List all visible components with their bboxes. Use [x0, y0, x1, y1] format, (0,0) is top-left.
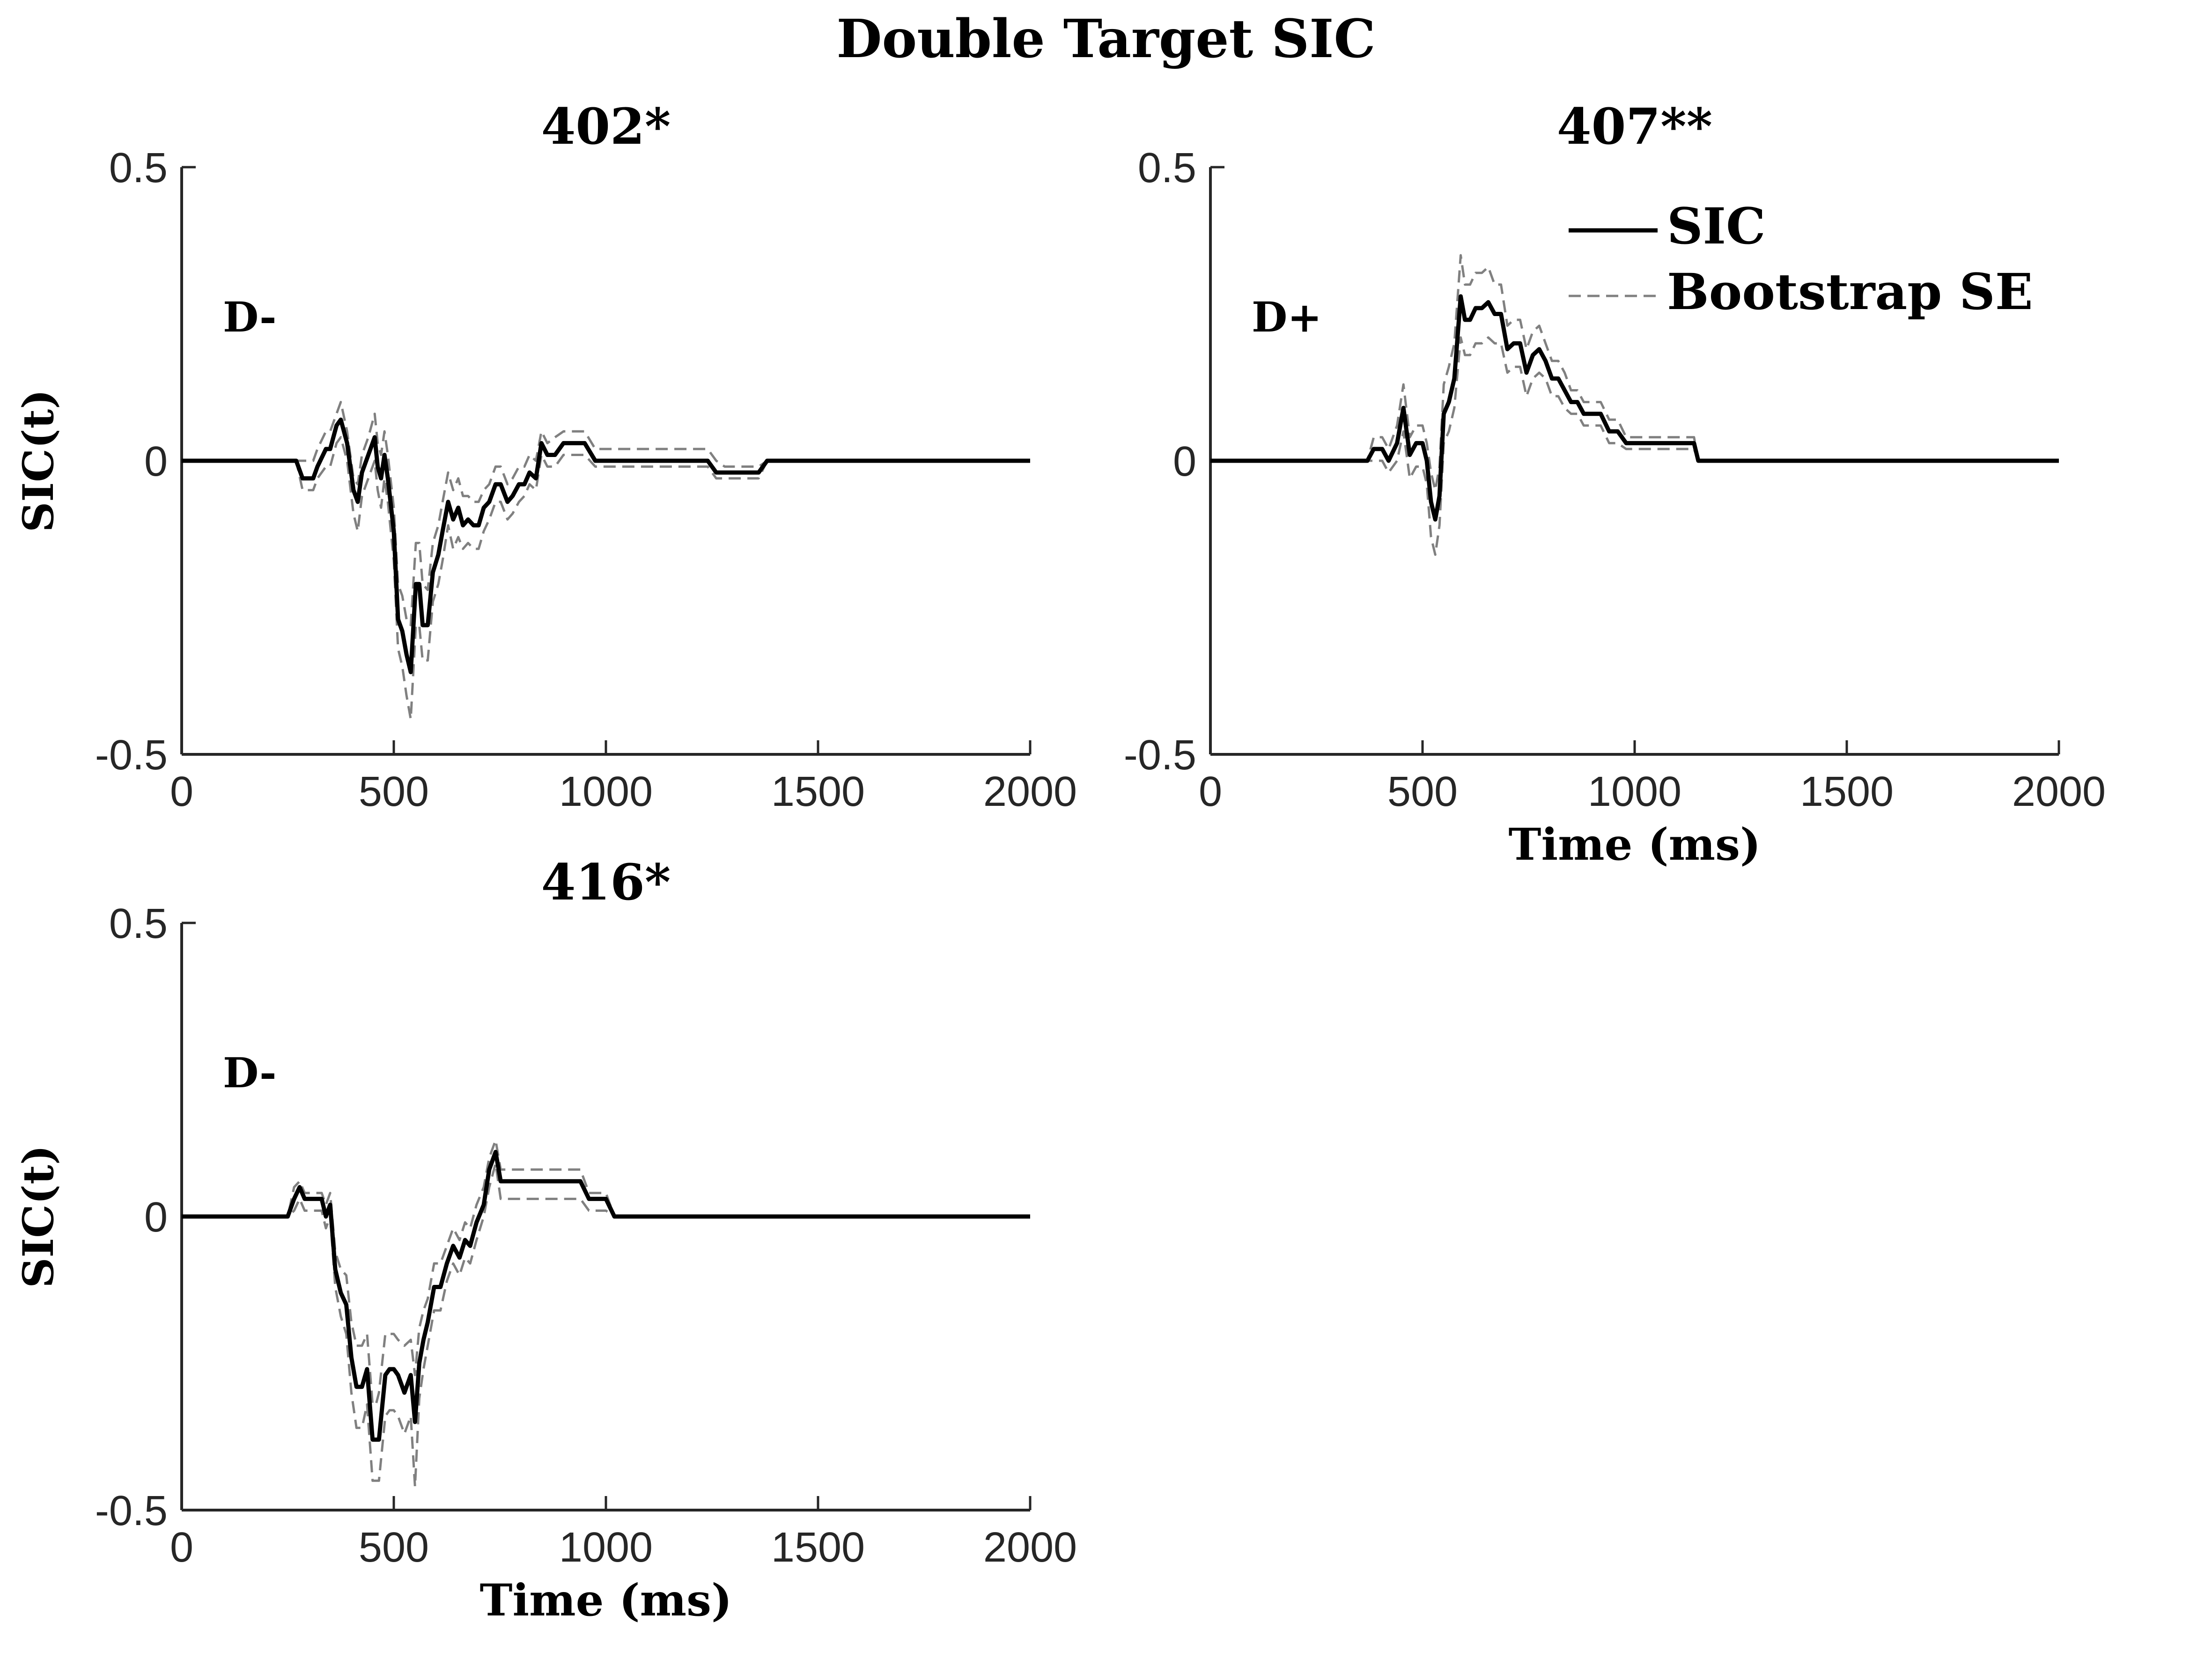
- bootstrap-se-line: [182, 1139, 1030, 1406]
- sic-line: [182, 1150, 1030, 1442]
- panel-annotation: D-: [223, 1048, 276, 1097]
- y-tick-label: -0.5: [95, 732, 168, 779]
- x-tick-label: 0: [1199, 768, 1222, 815]
- y-tick-label: 0.5: [109, 900, 168, 947]
- sic-line: [182, 417, 1030, 674]
- x-tick-label: 1000: [559, 1524, 653, 1571]
- panel-annotation: D-: [223, 293, 276, 341]
- x-tick-label: 1500: [771, 1524, 865, 1571]
- bootstrap-se-line: [182, 401, 1030, 627]
- y-tick-label: 0: [144, 438, 168, 485]
- panel-title: 402*: [541, 97, 671, 155]
- legend-se-label: Bootstrap SE: [1667, 262, 2033, 321]
- x-tick-label: 1000: [559, 768, 653, 815]
- x-tick-label: 1500: [1800, 768, 1894, 815]
- x-tick-label: 1000: [1588, 768, 1681, 815]
- panel-annotation: D+: [1252, 293, 1322, 341]
- legend: SIC Bootstrap SE: [1569, 197, 2033, 321]
- x-tick-label: 0: [170, 768, 193, 815]
- x-tick-label: 500: [1387, 768, 1458, 815]
- y-tick-label: -0.5: [95, 1488, 168, 1534]
- x-axis-label: Time (ms): [1509, 819, 1761, 870]
- bootstrap-se-line: [182, 436, 1030, 721]
- y-tick-label: -0.5: [1124, 732, 1196, 779]
- bootstrap-se-line: [1210, 336, 2059, 556]
- panel-title: 416*: [541, 853, 671, 911]
- x-tick-label: 1500: [771, 768, 865, 815]
- y-tick-label: 0.5: [109, 145, 168, 192]
- y-tick-label: 0.5: [1138, 145, 1196, 192]
- y-tick-label: 0: [1173, 438, 1196, 485]
- x-tick-label: 0: [170, 1524, 193, 1571]
- legend-sic-label: SIC: [1667, 197, 1766, 255]
- x-tick-label: 500: [359, 1524, 429, 1571]
- x-tick-label: 2000: [2012, 768, 2106, 815]
- x-tick-label: 2000: [983, 1524, 1077, 1571]
- x-tick-label: 2000: [983, 768, 1077, 815]
- sic-line: [1210, 294, 2059, 522]
- panel-title: 407**: [1557, 97, 1712, 155]
- x-tick-label: 500: [359, 768, 429, 815]
- x-axis-label: Time (ms): [480, 1575, 732, 1626]
- y-axis-label: SIC(t): [14, 389, 63, 532]
- chart-panel-3: 0 500 1000 1500 2000-0.500.5416*D-SIC(t)Time…: [14, 853, 1077, 1626]
- y-tick-label: 0: [144, 1194, 168, 1241]
- y-axis-label: SIC(t): [14, 1145, 63, 1288]
- figure-title: Double Target SIC: [836, 8, 1375, 70]
